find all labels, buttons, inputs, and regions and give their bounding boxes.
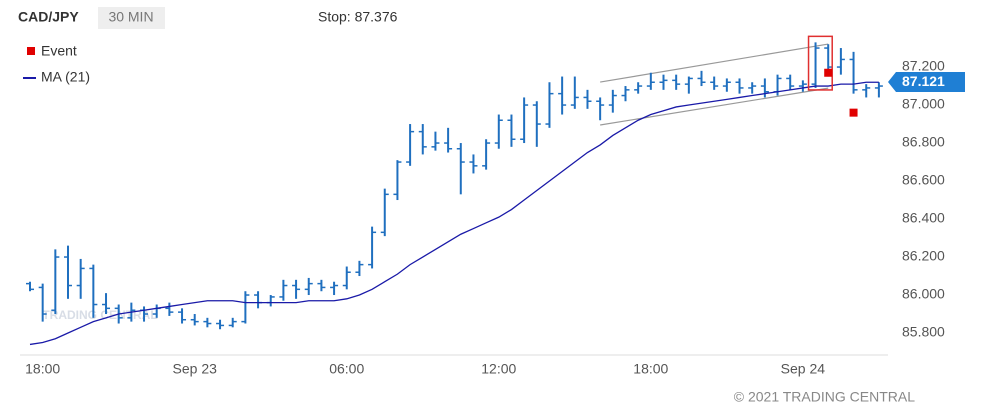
- y-tick-label: 86.600: [902, 172, 945, 188]
- interval-box: [98, 7, 165, 29]
- channel-line: [600, 43, 829, 83]
- x-tick-label: 18:00: [633, 361, 668, 377]
- price-tag-label: 87.121: [902, 73, 945, 89]
- x-tick-label: 06:00: [329, 361, 364, 377]
- y-tick-label: 86.400: [902, 210, 945, 226]
- y-tick-label: 87.200: [902, 58, 945, 74]
- symbol: CAD/JPY: [18, 9, 79, 25]
- channel-line: [600, 87, 829, 126]
- x-tick-label: 18:00: [25, 361, 60, 377]
- interval: 30 MIN: [108, 9, 153, 25]
- x-tick-label: Sep 23: [173, 361, 218, 377]
- y-tick-label: 85.800: [902, 324, 945, 340]
- legend-swatch: [27, 47, 35, 55]
- x-tick-label: Sep 24: [781, 361, 826, 377]
- y-tick-label: 87.000: [902, 96, 945, 112]
- event-highlight: [807, 35, 833, 91]
- ma-line: [29, 81, 879, 346]
- price-tag: [888, 72, 965, 93]
- legend-label: MA (21): [41, 69, 90, 85]
- event-marker: [849, 108, 858, 117]
- legend-label: Event: [41, 43, 77, 59]
- watermark: TRADING CENTRAL: [42, 308, 157, 322]
- stop-label: Stop: 87.376: [318, 9, 398, 25]
- y-tick-label: 86.000: [902, 286, 945, 302]
- copyright: © 2021 TRADING CENTRAL: [734, 389, 915, 405]
- x-tick-label: 12:00: [481, 361, 516, 377]
- y-tick-label: 86.200: [902, 248, 945, 264]
- y-tick-label: 86.800: [902, 134, 945, 150]
- event-marker: [824, 68, 833, 77]
